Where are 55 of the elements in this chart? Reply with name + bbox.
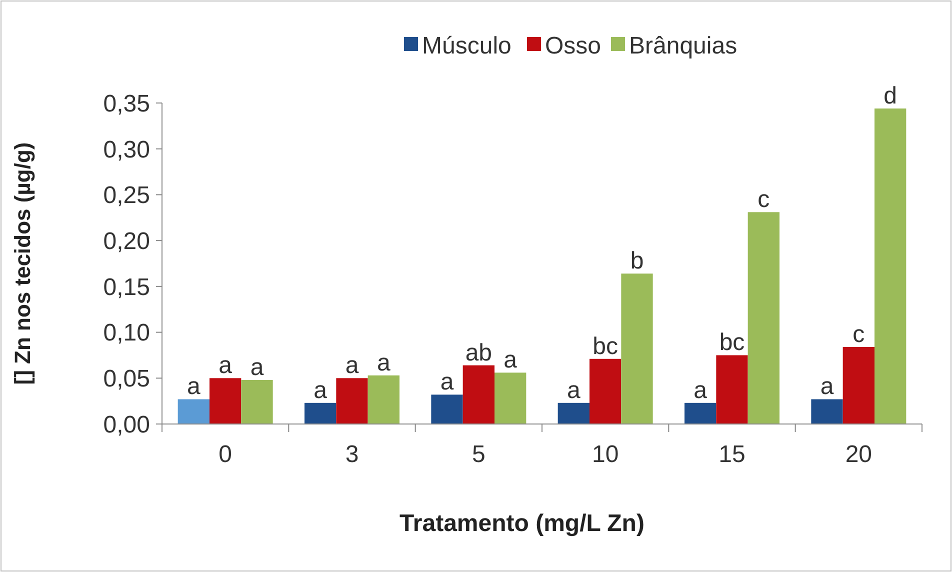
annotation: a [694,376,708,404]
annotation: a [186,373,201,400]
y-tick-label: 0,05 [103,366,150,393]
bar [590,358,622,424]
bar [241,380,273,424]
annotation: c [852,320,865,348]
bar [684,402,716,424]
annotation: bc [719,329,745,356]
bar [811,399,843,424]
annotation: a [345,352,360,380]
annotation: a [504,346,518,374]
annotation: a [250,354,264,381]
y-tick-label: 0,35 [103,90,150,118]
bar [874,108,906,424]
annotation: b [630,248,644,275]
annotation: d [884,82,898,110]
x-tick-label: 15 [718,441,746,468]
bar [178,399,210,424]
bar [462,365,494,424]
bar [558,402,590,424]
bar [210,378,242,424]
bar [494,372,526,424]
bar [431,394,463,424]
bar [368,375,400,424]
annotation: a [440,368,454,396]
bar [842,346,874,424]
annotation: a [218,352,233,380]
y-tick-label: 0,10 [103,320,150,347]
legend-label: Músculo [422,32,512,60]
annotation: ab [465,339,492,366]
x-tick-label: 3 [345,441,359,468]
bar [716,355,748,424]
annotation: bc [592,332,618,360]
annotation: a [820,373,834,400]
legend-label: Osso [545,32,602,60]
annotation: c [758,186,770,214]
y-tick-label: 0,15 [103,274,150,301]
x-tick-label: 10 [592,441,619,468]
x-tick-label: 5 [472,441,486,468]
y-axis-title: [] Zn nos tecidos (µg/g) [10,142,35,385]
y-tick-label: 0,20 [103,228,150,255]
y-tick-label: 0,25 [103,182,150,210]
x-tick-label: 20 [845,441,872,468]
bar [304,402,336,424]
x-axis-title: Tratamento (mg/L Zn) [400,510,644,537]
annotation: a [314,376,328,404]
bar [748,212,780,424]
annotation: a [566,376,581,404]
bar [621,274,653,424]
annotation: a [376,349,391,376]
y-tick-label: 0,30 [103,136,150,164]
x-tick-label: 0 [218,441,232,468]
y-tick-label: 0,00 [103,411,150,438]
legend-label: Brânquias [629,32,738,60]
bar [336,378,368,424]
